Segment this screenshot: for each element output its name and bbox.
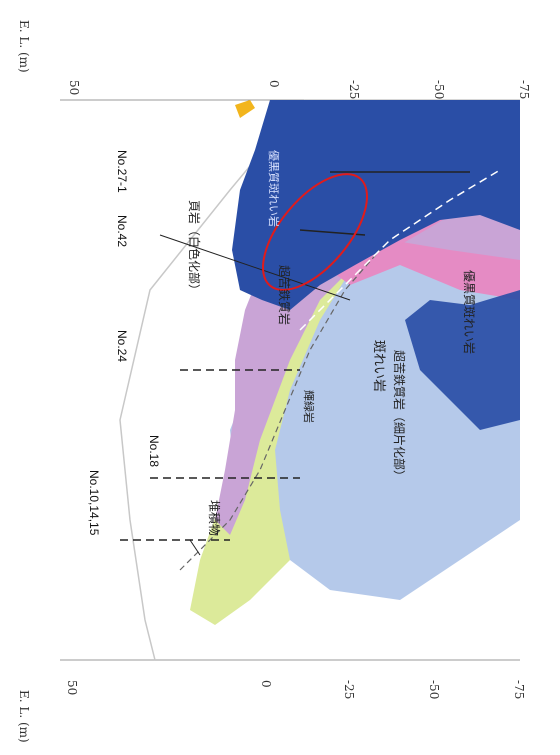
bottom-tick-neg25: -25 [342, 680, 356, 699]
top-tick-neg25: -25 [347, 80, 361, 99]
unit-label-dolerite-lower: 優黒質斑れい岩 [462, 270, 477, 354]
bottom-tick-0: 0 [259, 680, 273, 688]
top-tick-0: 0 [267, 80, 281, 88]
dolerite-upper-unit [232, 100, 520, 310]
greenstone-unit [190, 255, 360, 625]
unit-label-red-chert: 頁岩（白色化部） [187, 200, 202, 296]
bottom-tick-neg75: -75 [512, 680, 526, 699]
unit-label-dolerite-upper: 優黒質斑れい岩 [267, 150, 281, 227]
borehole-label-18: No.18 [147, 435, 161, 467]
bottom-tick-labels: 50 0 -25 -50 -75 [65, 680, 526, 699]
borehole-label-24: No.24 [115, 330, 129, 362]
unit-label-greenstone: 輝緑岩 [302, 390, 316, 423]
unit-label-gabbro: 斑れい岩 [371, 340, 386, 392]
bottom-tick-50: 50 [65, 680, 79, 695]
pink-band [330, 240, 520, 300]
highlight-ellipse [262, 173, 368, 291]
borehole-label-42: No.42 [115, 215, 129, 247]
dolerite-lower-unit [405, 290, 520, 430]
top-tick-labels: 50 0 -25 -50 -75 [67, 80, 531, 99]
leader-deposit [189, 539, 201, 556]
top-tick-neg75: -75 [517, 80, 531, 99]
top-tick-neg50: -50 [432, 80, 446, 99]
borehole-label-10-14-15: No.10,14,15 [87, 470, 101, 536]
elevation-title-bottom: E. L. (m) [17, 690, 31, 743]
leader-42 [159, 234, 351, 301]
unit-label-deposit: 堆積物 [207, 500, 222, 536]
contact-dashed-1 [179, 249, 381, 571]
unit-label-ultramafic-schist: 超苦鉄質岩（細片化部） [392, 350, 407, 482]
top-tick-50: 50 [67, 80, 81, 95]
bottom-tick-neg50: -50 [427, 680, 441, 699]
borehole-label-27-1: No.27-1 [115, 150, 129, 193]
unit-label-ultramafic: 超苦鉄質岩 [277, 265, 292, 325]
elevation-title-top: E. L. (m) [17, 20, 31, 73]
orange-patch [235, 100, 255, 118]
